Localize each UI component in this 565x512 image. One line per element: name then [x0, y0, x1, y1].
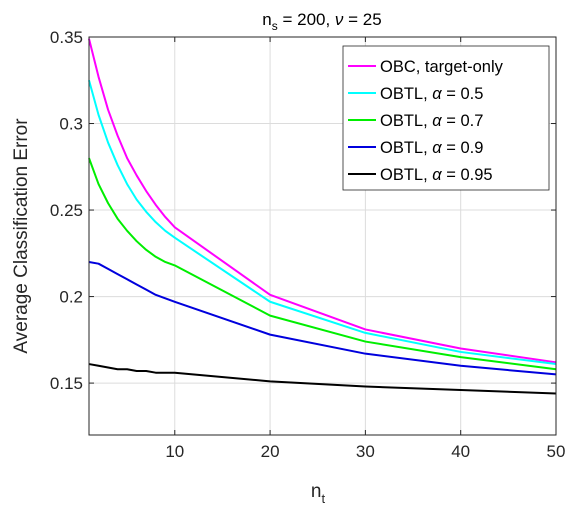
series-lines	[88, 38, 557, 395]
y-tick-label: 0.25	[50, 201, 83, 220]
y-axis-label: Average Classification Error	[11, 118, 32, 354]
x-tick-label: 30	[356, 442, 375, 461]
series-line-5	[88, 363, 557, 395]
x-tick-label: 10	[165, 442, 184, 461]
legend: OBC, target-only OBTL, α = 0.5 OBTL, α = 0…	[342, 45, 550, 191]
y-tick-label: 0.3	[59, 115, 83, 134]
legend-entry-4: OBTL, α = 0.9	[380, 139, 483, 157]
series-line-2	[88, 79, 557, 366]
legend-entry-5: OBTL, α = 0.95	[380, 166, 493, 184]
series-line-4	[88, 260, 557, 376]
legend-entry-3: OBTL, α = 0.7	[380, 112, 483, 130]
axis-ticks: 10 20 30 40 50 0.15 0.2 0.25 0.3 0.35	[50, 28, 565, 461]
chart-title: ns = 200, ν = 25	[262, 10, 381, 33]
x-tick-label: 20	[261, 442, 280, 461]
plot-frame	[88, 36, 557, 436]
y-tick-label: 0.15	[50, 374, 83, 393]
series-line-3	[88, 157, 557, 371]
x-tick-label: 40	[451, 442, 470, 461]
legend-entry-2: OBTL, α = 0.5	[380, 85, 483, 103]
series-line-1	[88, 38, 557, 364]
x-tick-label: 50	[547, 442, 565, 461]
legend-entry-1: OBC, target-only	[380, 58, 504, 76]
x-axis-label: nt	[311, 481, 326, 506]
legend-box	[342, 45, 550, 191]
y-tick-label: 0.2	[59, 288, 83, 307]
y-tick-label: 0.35	[50, 28, 83, 47]
